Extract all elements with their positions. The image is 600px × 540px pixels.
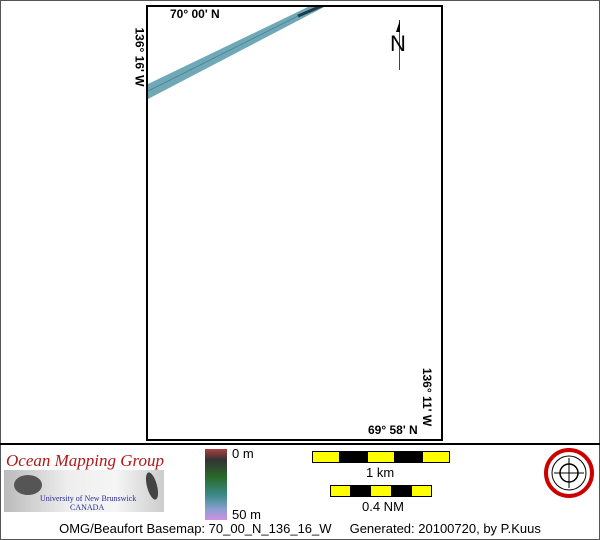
scale-bar-nm: [330, 485, 432, 497]
depth-min-label: 0 m: [232, 446, 254, 461]
scale-km-label: 1 km: [366, 465, 395, 480]
lat-bottom-label: 69° 58' N: [368, 423, 418, 437]
lon-left-label: 136° 16' W: [132, 27, 147, 87]
legend-divider: [0, 443, 600, 445]
map-frame: [146, 5, 443, 441]
north-label: N: [390, 31, 406, 56]
footer-caption: OMG/Beaufort Basemap: 70_00_N_136_16_W G…: [59, 521, 541, 536]
unb-geodesy-seal-icon: [544, 448, 594, 498]
depth-color-bar: [205, 449, 227, 520]
north-arrow-icon: [396, 20, 400, 32]
scale-bar-km: [312, 451, 450, 463]
survey-swath: [148, 7, 325, 99]
lon-right-label: 136° 11' W: [420, 367, 435, 427]
lat-top-label: 70° 00' N: [170, 7, 220, 21]
depth-max-label: 50 m: [232, 507, 261, 522]
scale-nm-label: 0.4 NM: [362, 499, 404, 514]
north-arrow-line: [399, 20, 400, 70]
org-name: Ocean Mapping Group: [6, 451, 165, 470]
country-name: CANADA: [70, 503, 105, 512]
university-name: University of New Brunswick: [40, 494, 137, 503]
org-logo-image: [4, 470, 164, 512]
